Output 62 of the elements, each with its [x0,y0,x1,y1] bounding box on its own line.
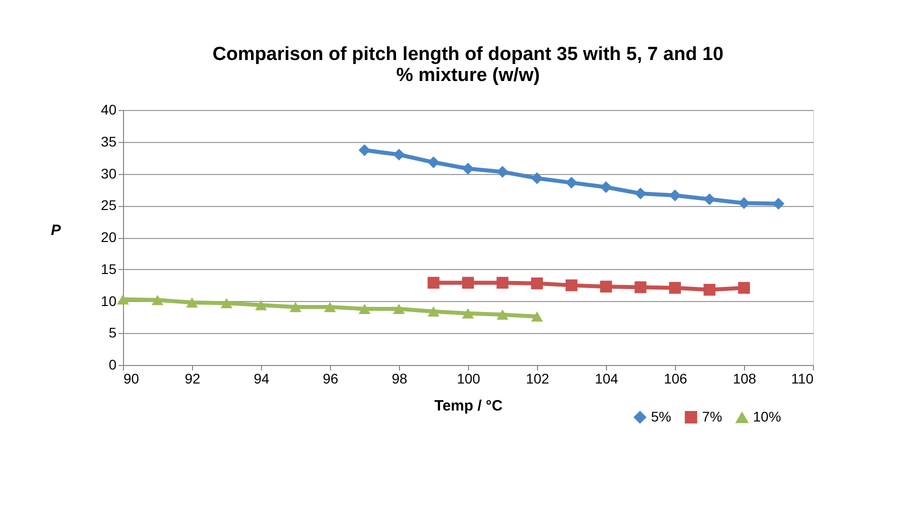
point [772,198,784,210]
point [462,308,474,318]
point [600,181,612,194]
point [634,281,646,294]
y-tick-label: 25 [100,197,117,214]
y-tick-label: 15 [100,260,117,277]
point [634,188,646,200]
x-tick-label: 110 [791,370,814,386]
chart-title: Comparison of pitch length of dopant 35 with 5, 7 and 10 % mixture (w/w) [212,44,724,86]
y-tick-label: 35 [100,133,117,150]
point [462,162,474,175]
point [186,297,198,308]
point [704,284,716,296]
point [566,279,578,292]
point [738,282,750,294]
x-tick-label: 106 [664,370,688,386]
x-tick-label: 100 [456,370,480,386]
point [255,300,267,310]
y-tick-label: 10 [100,292,117,309]
point [358,304,370,314]
point [566,176,578,189]
y-tick-label: 30 [100,165,117,182]
x-tick-label: 102 [526,370,550,386]
point [704,193,716,206]
point [290,302,302,312]
y-tick-label: 0 [108,356,117,372]
point [428,276,440,289]
y-tick-label: 40 [100,102,117,118]
point [669,282,681,294]
x-axis-title: Temp / °C [434,398,503,414]
y-axis-title: P [50,222,62,239]
point [531,311,543,322]
legend-label: 7% [702,408,722,424]
point [428,306,440,317]
y-tick-label: 20 [100,229,117,245]
legend-label: 5% [651,408,672,424]
point [358,144,370,156]
x-tick-label: 104 [594,370,618,386]
x-tick-label: 94 [254,370,270,386]
point [738,197,750,209]
point [117,294,129,304]
point [531,172,543,184]
point [324,302,336,312]
point [428,156,440,168]
point [600,280,612,293]
x-tick-label: 98 [392,370,408,386]
x-tick-label: 108 [732,370,756,386]
point [152,294,164,306]
point [220,298,232,308]
point [496,166,508,178]
point [496,276,508,289]
legend-label: 10% [753,408,782,425]
point [393,148,405,161]
x-tick-label: 90 [124,370,140,386]
x-tick-label: 92 [184,370,200,386]
point [496,310,508,320]
point [531,277,543,290]
x-tick-label: 96 [322,370,338,386]
point [669,190,681,202]
point [462,276,474,289]
y-tick-label: 5 [108,324,117,341]
point [393,304,405,314]
